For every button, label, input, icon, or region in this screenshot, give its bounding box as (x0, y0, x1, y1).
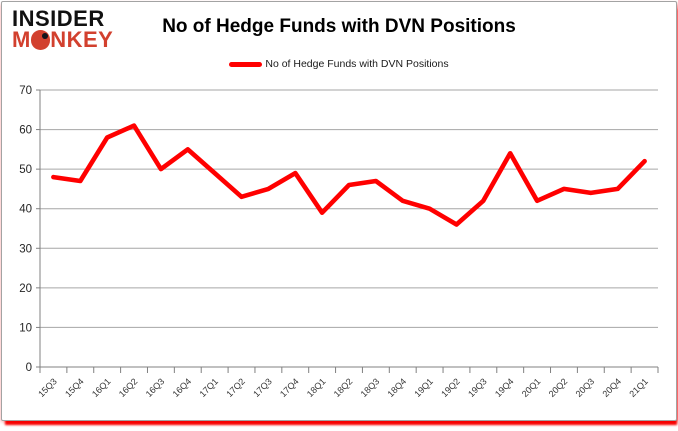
logo-monkey-o-icon (30, 30, 51, 50)
x-tick-label: 20Q3 (574, 376, 597, 399)
insider-monkey-logo: INSIDER M NKEY (12, 6, 114, 53)
y-tick-label: 60 (19, 125, 32, 137)
y-tick-label: 10 (19, 322, 32, 334)
x-tick-label: 17Q4 (278, 376, 301, 399)
x-tick-label: 19Q2 (439, 376, 462, 399)
y-tick-label: 0 (26, 362, 32, 374)
chart-title: No of Hedge Funds with DVN Positions (162, 16, 516, 37)
series-line (51, 123, 647, 227)
y-tick-label: 50 (19, 164, 32, 176)
x-tick-label: 21Q1 (627, 376, 650, 399)
x-tick-label: 16Q1 (90, 376, 113, 399)
x-tick-label: 16Q4 (171, 376, 194, 399)
x-tick-label: 18Q1 (305, 376, 328, 399)
x-tick-label: 17Q2 (224, 376, 247, 399)
x-tick-label: 18Q3 (359, 376, 382, 399)
logo-text-insider: INSIDER (12, 6, 105, 31)
logo-text-monkey: M NKEY (12, 27, 114, 53)
x-tick-label: 15Q4 (63, 376, 86, 399)
legend: No of Hedge Funds with DVN Positions (2, 58, 676, 70)
x-tick-label: 20Q2 (547, 376, 570, 399)
x-tick-label: 17Q3 (251, 376, 274, 399)
x-tick-label: 19Q1 (412, 376, 435, 399)
x-tick-label: 15Q3 (36, 376, 59, 399)
x-tick-label: 20Q4 (600, 376, 623, 399)
y-tick-label: 20 (19, 283, 32, 295)
x-tick-label: 19Q4 (493, 376, 516, 399)
x-tick-label: 18Q2 (332, 376, 355, 399)
y-tick-label: 40 (19, 204, 32, 216)
y-tick-label: 30 (19, 243, 32, 255)
x-tick-label: 16Q3 (144, 376, 167, 399)
x-tick-label: 20Q1 (520, 376, 543, 399)
x-tick-label: 17Q1 (197, 376, 220, 399)
legend-line-swatch (229, 61, 263, 67)
x-tick-label: 16Q2 (117, 376, 140, 399)
chart-card: INSIDER M NKEY No of Hedge Funds with DVN… (1, 1, 677, 421)
y-tick-label: 70 (19, 85, 32, 97)
x-tick-label: 19Q3 (466, 376, 489, 399)
x-tick-label: 18Q4 (386, 376, 409, 399)
legend-label: No of Hedge Funds with DVN Positions (265, 58, 449, 70)
